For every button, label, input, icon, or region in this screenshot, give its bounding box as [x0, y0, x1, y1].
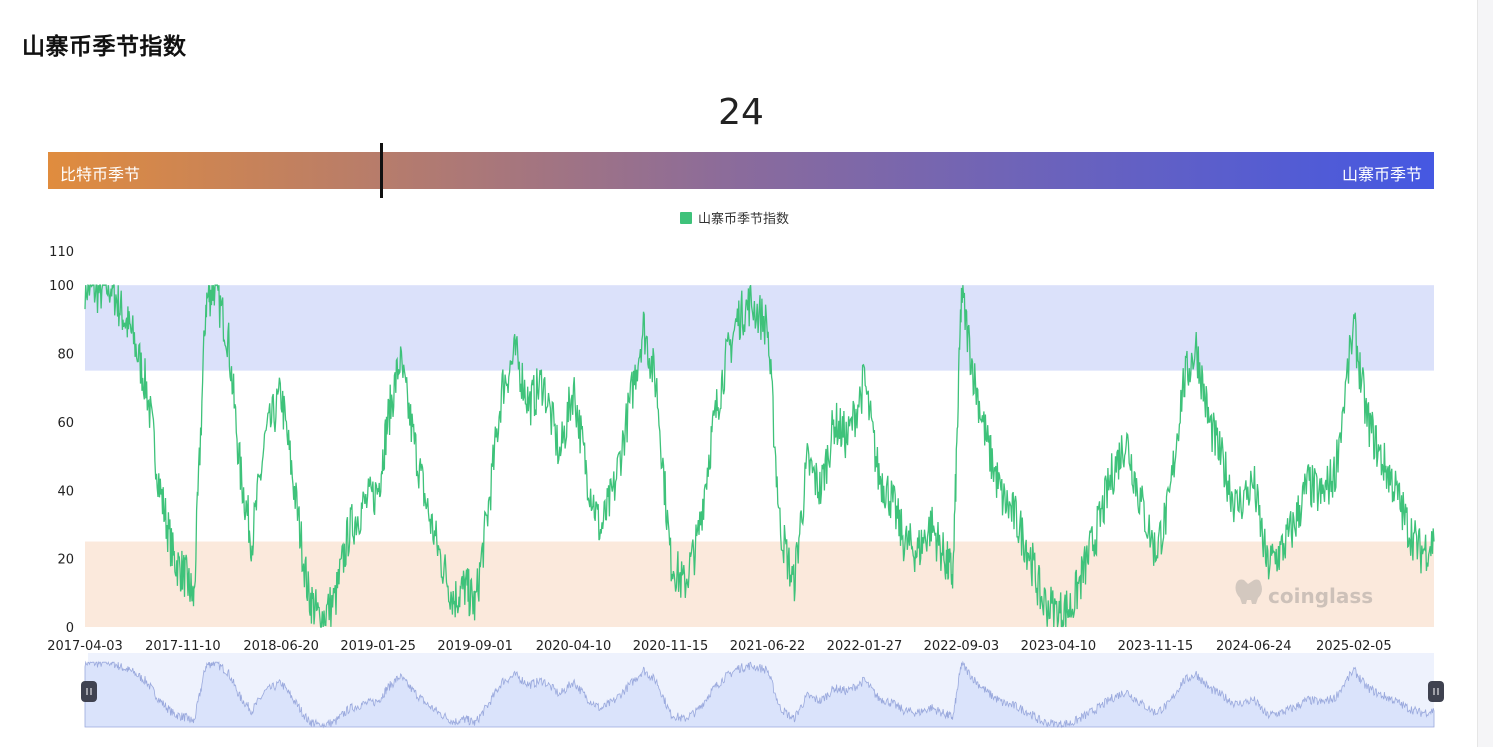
navigator-series-area	[84, 660, 1435, 729]
navigator-left-handle[interactable]	[81, 681, 97, 702]
index-current-value: 24	[718, 92, 764, 133]
y-tick-label: 60	[57, 416, 74, 431]
scrollbar-track[interactable]	[1478, 0, 1493, 747]
y-tick-label: 110	[49, 245, 74, 260]
y-tick-label: 80	[57, 348, 74, 363]
page-title: 山寨币季节指数	[22, 34, 187, 60]
bitcoin-season-band	[85, 541, 1434, 627]
navigator-right-handle[interactable]	[1428, 681, 1444, 702]
x-tick-label: 2024-06-24	[1216, 639, 1292, 654]
bitcoin-season-label: 比特币季节	[60, 165, 141, 184]
coinglass-logo-icon	[1235, 579, 1262, 604]
legend-label: 山寨币季节指数	[698, 212, 790, 227]
x-tick-label: 2020-11-15	[633, 639, 709, 654]
y-tick-label: 40	[57, 484, 74, 499]
series-line-altseason-index	[84, 284, 1435, 628]
x-tick-label: 2023-11-15	[1118, 639, 1194, 654]
coinglass-watermark: coinglass	[1235, 579, 1373, 608]
altcoin-season-label: 山寨币季节	[1341, 165, 1422, 184]
x-tick-label: 2018-06-20	[243, 639, 319, 654]
x-tick-label: 2020-04-10	[536, 639, 612, 654]
series-area	[84, 284, 1435, 628]
season-gauge-bar: 比特币季节 山寨币季节	[48, 152, 1434, 189]
x-tick-label: 2019-01-25	[340, 639, 416, 654]
x-tick-label: 2017-11-10	[145, 639, 221, 654]
legend-swatch	[680, 211, 692, 224]
y-tick-label: 100	[49, 279, 74, 294]
x-tick-label: 2021-06-22	[730, 639, 806, 654]
y-axis: 0 20 40 60 80 100 110	[49, 245, 74, 636]
chart-legend[interactable]: 山寨币季节指数	[680, 208, 789, 227]
x-axis: 2017-04-03 2017-11-10 2018-06-20 2019-01-25…	[47, 639, 1391, 654]
y-tick-label: 0	[66, 621, 74, 636]
zoom-navigator[interactable]	[81, 653, 1444, 729]
x-tick-label: 2022-09-03	[924, 639, 1000, 654]
watermark-text: coinglass	[1268, 584, 1373, 608]
x-tick-label: 2017-04-03	[47, 639, 123, 654]
x-tick-label: 2022-01-27	[827, 639, 903, 654]
season-bands	[85, 285, 1434, 627]
y-tick-label: 20	[57, 553, 74, 568]
x-tick-label: 2025-02-05	[1316, 639, 1392, 654]
x-tick-label: 2023-04-10	[1021, 639, 1097, 654]
gauge-marker	[380, 143, 383, 198]
x-tick-label: 2019-09-01	[437, 639, 513, 654]
